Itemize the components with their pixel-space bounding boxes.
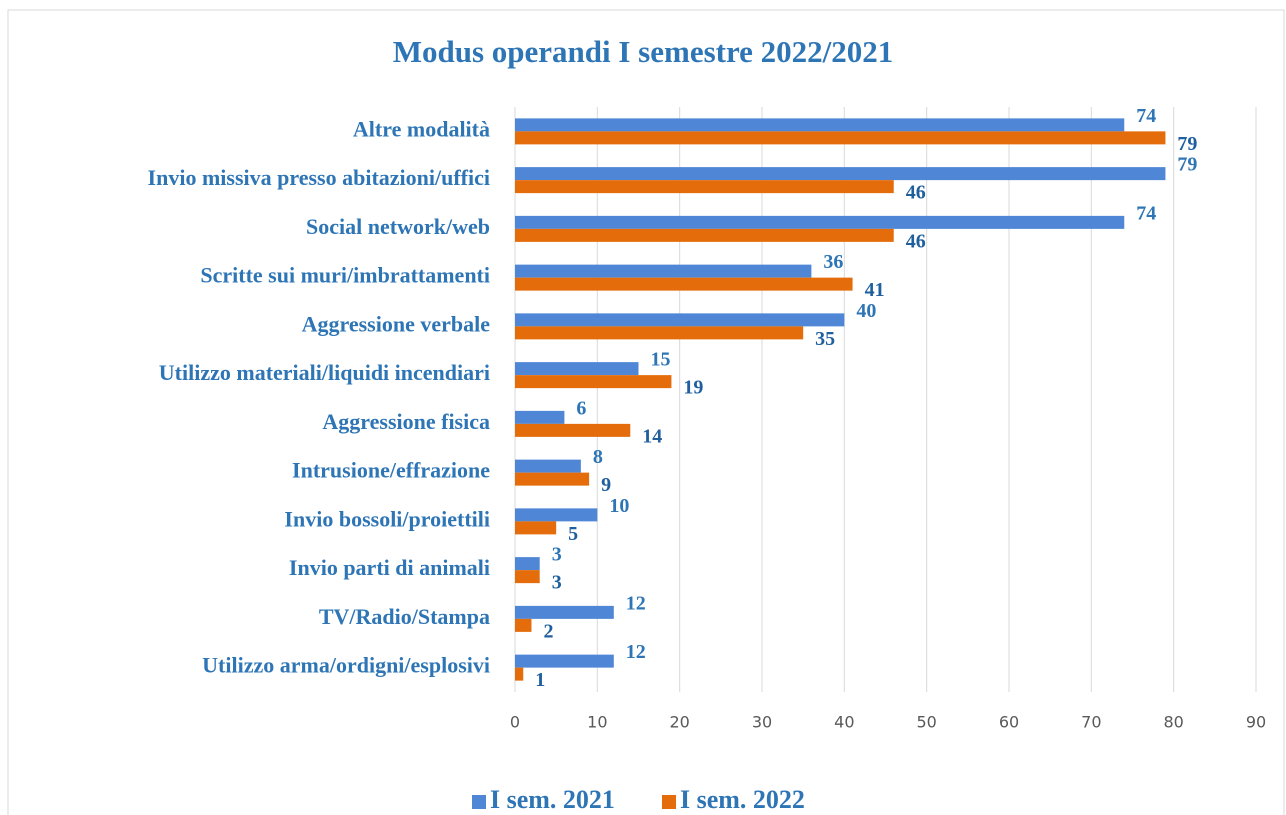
data-label: 6	[576, 397, 586, 419]
data-label: 41	[865, 279, 885, 301]
y-tick-label: Aggressione verbale	[302, 311, 491, 336]
data-label: 12	[626, 592, 646, 614]
y-tick-label: Altre modalità	[353, 116, 490, 141]
data-label: 79	[1177, 154, 1197, 176]
x-tick-label: 50	[916, 713, 936, 732]
bar	[515, 618, 532, 632]
data-label: 14	[642, 425, 662, 447]
bar	[515, 326, 804, 340]
bar	[515, 277, 853, 291]
bar	[515, 521, 557, 535]
data-label: 74	[1136, 202, 1156, 224]
data-label: 5	[568, 523, 578, 545]
data-label: 36	[823, 251, 843, 273]
bar	[515, 667, 524, 681]
x-tick-label: 10	[587, 713, 607, 732]
bar	[515, 375, 672, 389]
bar	[515, 605, 614, 619]
bar	[515, 131, 1166, 145]
y-tick-label: Social network/web	[306, 214, 490, 239]
data-label: 10	[609, 495, 629, 517]
data-label: 46	[906, 230, 926, 252]
bar	[515, 508, 598, 522]
y-tick-label: Invio bossoli/proiettili	[284, 506, 490, 531]
bar	[515, 423, 631, 437]
bar	[515, 570, 540, 584]
bar	[515, 410, 565, 424]
bar	[515, 362, 639, 376]
x-tick-label: 40	[834, 713, 854, 732]
data-label: 2	[543, 620, 553, 642]
data-label: 15	[651, 349, 671, 371]
bar	[515, 215, 1125, 229]
y-tick-label: Invio missiva presso abitazioni/uffici	[148, 165, 490, 190]
bar	[515, 557, 540, 571]
bar	[515, 313, 845, 327]
y-tick-label: Utilizzo arma/ordigni/esplosivi	[202, 653, 490, 678]
legend-swatch	[662, 795, 676, 809]
data-label: 12	[626, 641, 646, 663]
bar	[515, 459, 581, 473]
data-label: 35	[815, 328, 835, 350]
y-tick-label: TV/Radio/Stampa	[319, 604, 490, 629]
legend-swatch	[472, 795, 486, 809]
data-label: 3	[552, 544, 562, 566]
legend-label: I sem. 2022	[680, 785, 805, 814]
x-tick-label: 60	[999, 713, 1019, 732]
y-tick-label: Invio parti di animali	[289, 555, 490, 580]
data-label: 3	[552, 572, 562, 594]
y-tick-label: Aggressione fisica	[322, 409, 490, 434]
y-tick-label: Intrusione/effrazione	[292, 458, 490, 483]
x-tick-label: 90	[1246, 713, 1266, 732]
bar	[515, 180, 894, 194]
data-label: 1	[535, 669, 545, 691]
bar	[515, 264, 812, 278]
data-label: 19	[683, 377, 703, 399]
chart-title: Modus operandi I semestre 2022/2021	[393, 34, 894, 69]
bar	[515, 118, 1125, 132]
data-label: 40	[856, 300, 876, 322]
data-label: 8	[593, 446, 603, 468]
x-tick-label: 30	[752, 713, 772, 732]
data-label: 74	[1136, 105, 1156, 127]
y-tick-label: Scritte sui muri/imbrattamenti	[200, 263, 490, 288]
x-tick-label: 20	[669, 713, 689, 732]
bar	[515, 472, 590, 486]
y-tick-label: Utilizzo materiali/liquidi incendiari	[159, 360, 490, 385]
data-label: 9	[601, 474, 611, 496]
legend-label: I sem. 2021	[490, 785, 615, 814]
bar	[515, 654, 614, 668]
x-tick-label: 80	[1163, 713, 1183, 732]
x-tick-label: 0	[510, 713, 520, 732]
bar	[515, 228, 894, 242]
data-label: 79	[1177, 133, 1197, 155]
data-label: 46	[906, 182, 926, 204]
x-tick-label: 70	[1081, 713, 1101, 732]
bar	[515, 167, 1166, 181]
